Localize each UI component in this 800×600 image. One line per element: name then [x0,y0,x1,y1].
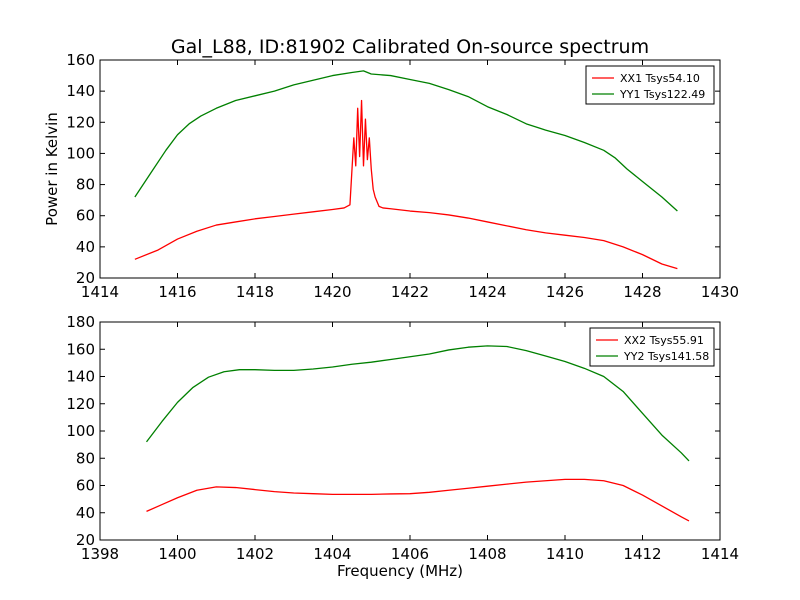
legend: XX1 Tsys54.10 YY1 Tsys122.49 [585,65,715,105]
figure-title: Gal_L88, ID:81902 Calibrated On-source s… [171,36,649,58]
x-tick-label: 1402 [236,545,274,563]
y-tick-label: 140 [66,82,95,100]
y-tick-label: 120 [66,395,95,413]
y-tick-label: 20 [76,531,95,549]
x-tick-label: 1426 [546,283,584,301]
legend: XX2 Tsys55.91 YY2 Tsys141.58 [589,327,715,367]
legend-entry-yy1: YY1 Tsys122.49 [619,88,705,101]
y-tick-label: 160 [66,340,95,358]
y-tick-label: 60 [76,477,95,495]
y-tick-label: 80 [76,449,95,467]
y-tick-label: 160 [66,51,95,69]
y-tick-label: 20 [76,269,95,287]
x-tick-label: 1418 [236,283,274,301]
series-line-yy2 [145,345,690,462]
y-tick-label: 40 [76,504,95,522]
x-tick-label: 1428 [623,283,661,301]
y-tick-label: 140 [66,368,95,386]
legend-box [585,65,715,105]
x-tick-label: 1406 [391,545,429,563]
y-tick-label: 40 [76,238,95,256]
y-tick-label: 100 [66,422,95,440]
x-tick-label: 1430 [701,283,739,301]
x-tick-label: 1412 [623,545,661,563]
x-tick-label: 1416 [158,283,196,301]
series-line-xx1 [134,99,678,270]
series-line-xx2 [146,478,690,522]
y-tick-label: 60 [76,207,95,225]
x-axis-label: Frequency (MHz) [337,562,463,580]
series-line-yy1 [134,70,678,212]
x-tick-label: 1410 [546,545,584,563]
legend-entry-yy2: YY2 Tsys141.58 [623,350,709,363]
x-tick-label: 1422 [391,283,429,301]
y-tick-label: 80 [76,176,95,194]
y-axis-label: Power in Kelvin [43,112,61,226]
legend-box [589,327,715,367]
x-tick-label: 1398 [81,545,119,563]
chart-panel-2: 1398 1400 1402 1404 1406 1408 1410 1412 1414 20 40… [66,313,739,580]
x-tick-label: 1424 [468,283,506,301]
y-tick-label: 120 [66,113,95,131]
chart-panel-1: 1414 1416 1418 1420 1422 1424 1426 1428 1430 20 40… [43,51,739,301]
plot-panels: 1414 1416 1418 1420 1422 1424 1426 1428 1430 20 40… [43,51,739,580]
x-tick-label: 1404 [313,545,351,563]
x-tick-label: 1414 [701,545,739,563]
y-tick-label: 180 [66,313,95,331]
x-tick-label: 1400 [158,545,196,563]
legend-entry-xx1: XX1 Tsys54.10 [620,72,700,85]
x-tick-label: 1408 [468,545,506,563]
y-tick-label: 100 [66,144,95,162]
x-tick-label: 1420 [313,283,351,301]
legend-entry-xx2: XX2 Tsys55.91 [624,334,704,347]
x-tick-label: 1414 [81,283,119,301]
